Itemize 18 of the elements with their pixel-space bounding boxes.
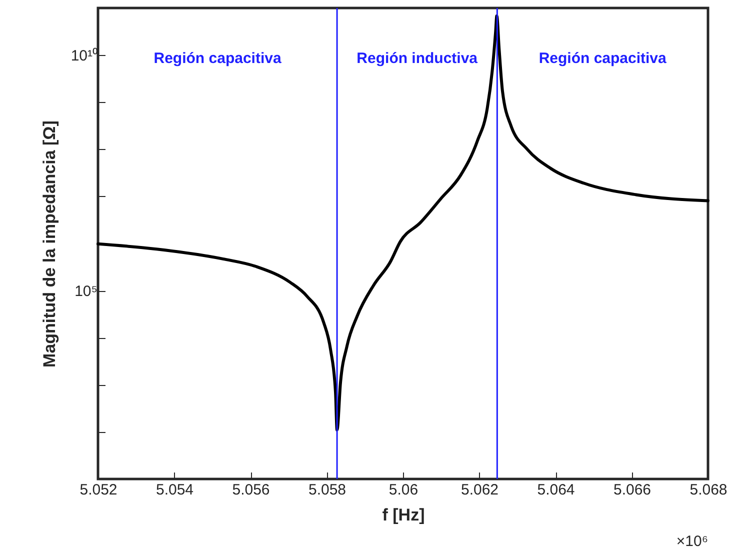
y-axis-title: Magnitud de la impedancia [Ω] [40,120,59,368]
y-tick-label: 10⁵ [74,283,98,300]
annotation: Región capacitiva [154,50,282,67]
x-tick-label: 5.068 [690,482,728,498]
x-tick-label: 5.062 [460,482,499,498]
x-tick-label: 5.052 [80,482,118,498]
text: ×10⁶ [676,533,708,550]
y-tick-label: 10¹⁰ [70,48,98,65]
x-tick-label: 5.054 [156,482,194,498]
line-series [96,14,710,432]
x-tick-label: 5.06 [388,482,418,498]
x-tick-label: 5.058 [308,482,346,498]
x-axis-title: f [Hz] [382,506,425,524]
x-tick-label: 5.066 [613,482,652,498]
annotation: Región inductiva [356,50,478,67]
x-tick-label: 5.064 [537,482,575,498]
x-tick-label: 5.056 [232,482,270,498]
annotation: Región capacitiva [538,50,668,67]
